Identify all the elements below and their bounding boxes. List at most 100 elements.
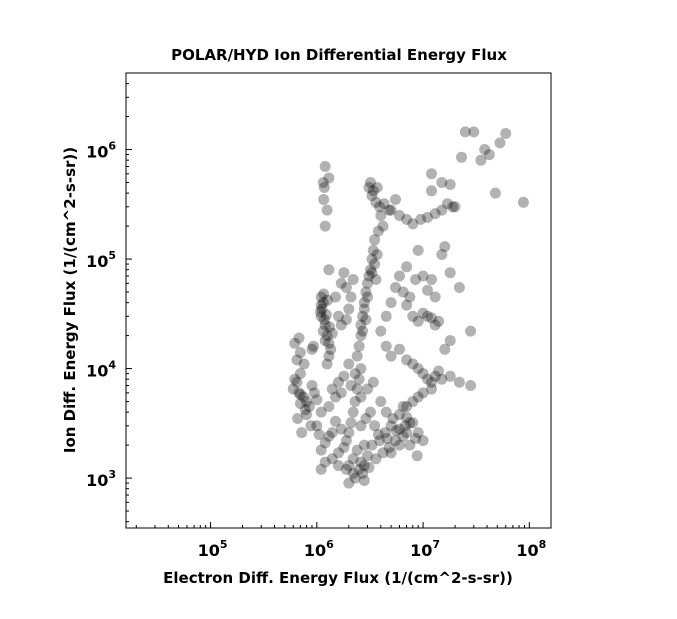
data-point <box>429 291 441 303</box>
data-point <box>291 376 303 388</box>
data-point <box>324 321 336 333</box>
data-point <box>357 325 369 337</box>
data-point <box>367 376 379 388</box>
data-point <box>468 126 480 138</box>
data-point <box>370 274 382 285</box>
data-point <box>306 343 318 355</box>
data-point <box>330 415 341 427</box>
data-point <box>370 196 382 208</box>
y-tick-label: 104 <box>86 359 116 381</box>
data-point <box>362 383 373 395</box>
data-point <box>301 409 312 421</box>
data-point <box>296 427 308 439</box>
data-point <box>371 182 383 193</box>
tick-label-base: 10 <box>86 362 108 381</box>
data-point <box>330 291 341 303</box>
data-point <box>442 198 453 210</box>
data-point <box>343 303 355 315</box>
data-point <box>353 340 365 352</box>
data-point <box>289 373 301 385</box>
data-point <box>323 337 335 349</box>
data-point <box>340 435 352 447</box>
tick-label-exponent: 6 <box>108 140 116 153</box>
data-point <box>390 425 402 437</box>
plot-frame <box>125 72 552 529</box>
data-point <box>517 196 529 208</box>
data-point <box>417 307 429 319</box>
data-point <box>439 343 451 355</box>
data-point <box>347 468 359 479</box>
data-point <box>333 460 344 472</box>
data-point <box>340 314 352 326</box>
data-point <box>459 126 471 138</box>
data-point <box>317 177 329 188</box>
data-point <box>347 274 359 285</box>
data-point <box>333 447 344 459</box>
data-point <box>444 370 456 382</box>
data-point <box>360 314 372 326</box>
data-point <box>345 291 357 303</box>
data-point <box>355 319 367 331</box>
data-point <box>349 368 361 380</box>
data-point <box>335 319 347 331</box>
data-point <box>374 201 386 213</box>
data-point <box>326 383 338 395</box>
data-point <box>433 315 445 327</box>
data-point <box>318 314 330 326</box>
data-point <box>317 325 329 337</box>
data-point <box>366 267 378 279</box>
data-point <box>378 198 390 210</box>
tick-label-exponent: 5 <box>220 538 228 551</box>
data-point <box>292 413 304 424</box>
data-point <box>385 447 397 459</box>
data-point <box>319 161 331 172</box>
data-point <box>383 442 395 453</box>
data-point <box>317 297 329 309</box>
data-point <box>360 413 372 424</box>
data-point <box>417 270 429 282</box>
data-point <box>330 391 341 403</box>
x-tick-label: 108 <box>516 538 546 560</box>
data-point <box>390 435 401 447</box>
data-point <box>372 429 384 440</box>
chart-title: POLAR/HYD Ion Differential Energy Flux <box>171 46 507 64</box>
data-point <box>349 396 361 407</box>
data-point <box>369 234 381 246</box>
data-point <box>340 282 352 293</box>
data-point <box>319 220 331 232</box>
data-point <box>494 137 506 149</box>
data-point <box>465 380 477 391</box>
data-point <box>387 413 399 424</box>
data-point <box>351 383 363 395</box>
data-point <box>308 340 319 352</box>
data-point <box>385 297 397 309</box>
data-point <box>315 310 327 322</box>
data-point <box>426 185 437 197</box>
data-point <box>343 477 355 489</box>
data-point <box>323 264 335 276</box>
data-point <box>475 154 487 166</box>
data-point <box>347 406 359 418</box>
data-points <box>287 126 529 489</box>
data-point <box>343 427 355 439</box>
tick-label-base: 10 <box>86 252 108 271</box>
data-point <box>401 411 413 423</box>
data-point <box>357 468 369 479</box>
x-tick-label: 105 <box>198 538 228 560</box>
data-point <box>349 472 361 484</box>
data-point <box>355 330 367 342</box>
data-point <box>374 435 386 447</box>
data-point <box>426 376 437 388</box>
data-point <box>340 463 352 475</box>
data-point <box>426 274 437 285</box>
data-point <box>407 218 419 230</box>
data-point <box>394 423 405 435</box>
data-point <box>362 291 373 303</box>
tick-label-base: 10 <box>516 541 538 560</box>
data-point <box>436 177 448 188</box>
data-point <box>306 380 318 391</box>
data-point <box>365 264 376 276</box>
data-point <box>322 294 333 306</box>
tick-label-base: 10 <box>410 541 432 560</box>
